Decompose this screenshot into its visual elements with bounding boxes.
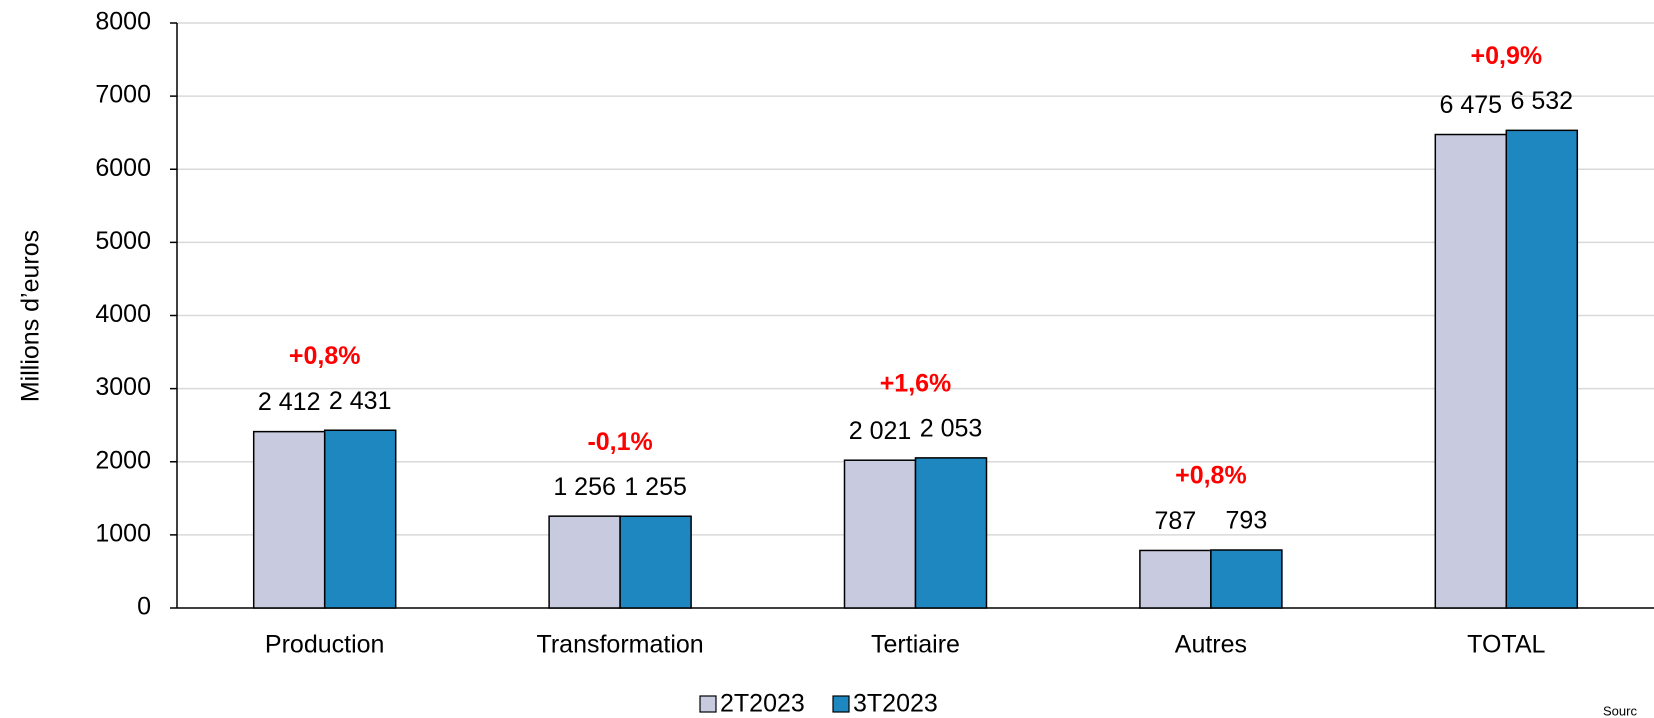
y-tick-label: 5000 [95, 227, 151, 255]
y-tick-label: 1000 [95, 519, 151, 547]
legend-swatch [699, 695, 717, 713]
annotation: +0,8% [1175, 462, 1247, 490]
data-label: 6 532 [1511, 87, 1574, 115]
data-label: 2 431 [329, 387, 392, 415]
bar [323, 429, 397, 609]
bar [252, 430, 326, 609]
source: Sourc [1603, 703, 1637, 718]
data-label: 2 412 [258, 388, 321, 416]
bar [914, 457, 988, 609]
x-tick-label: Tertiaire [871, 631, 960, 659]
y-tick-label: 0 [137, 593, 151, 621]
bar [843, 459, 917, 609]
legend-swatch [832, 695, 850, 713]
y-tick-label: 6000 [95, 154, 151, 182]
bar [1505, 129, 1579, 609]
y-axis-label: Millions d’euros [17, 230, 45, 402]
bar [619, 515, 692, 609]
annotation: +1,6% [880, 369, 952, 397]
x-tick-label: Production [265, 631, 385, 659]
annotation: +0,8% [289, 342, 361, 370]
bar [548, 515, 621, 609]
annotation: -0,1% [587, 428, 652, 456]
bar [1210, 549, 1283, 609]
data-label: 1 256 [553, 473, 616, 501]
x-tick-label: TOTAL [1467, 631, 1545, 659]
bar [1139, 549, 1212, 609]
bar [1434, 133, 1508, 609]
y-tick-label: 7000 [95, 81, 151, 109]
annotation: +0,9% [1471, 42, 1543, 70]
x-tick-label: Autres [1175, 631, 1247, 659]
data-label: 2 053 [920, 414, 983, 442]
data-label: 2 021 [849, 417, 912, 445]
legend-label: 3T2023 [853, 690, 938, 718]
y-tick-label: 3000 [95, 373, 151, 401]
data-label: 787 [1155, 507, 1197, 535]
data-label: 793 [1226, 507, 1268, 535]
y-tick-label: 2000 [95, 446, 151, 474]
data-label: 6 475 [1440, 91, 1503, 119]
y-tick-label: 4000 [95, 300, 151, 328]
legend-label: 2T2023 [720, 690, 805, 718]
x-tick-label: Transformation [537, 631, 704, 659]
y-tick-label: 8000 [95, 8, 151, 36]
data-label: 1 255 [624, 473, 687, 501]
